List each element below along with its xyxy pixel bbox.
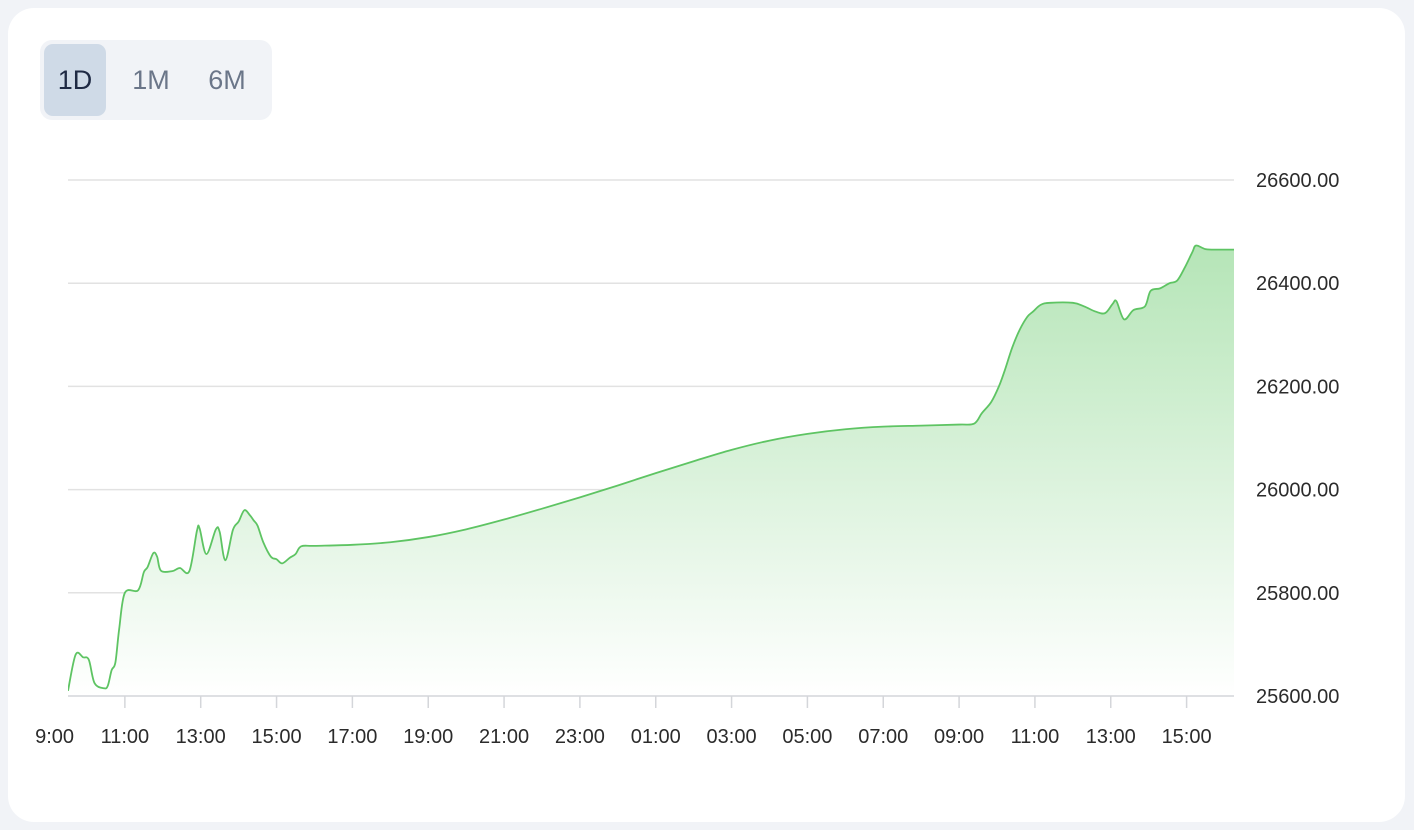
x-tick-label: 07:00 <box>858 726 908 748</box>
x-tick-label: 05:00 <box>782 726 832 748</box>
x-tick-label: 15:00 <box>252 726 302 748</box>
y-tick-label: 26200.00 <box>1256 376 1339 398</box>
x-tick-label: 01:00 <box>631 726 681 748</box>
x-tick-label: 09:00 <box>934 726 984 748</box>
plot-area <box>68 244 1234 696</box>
x-tick-label: 23:00 <box>555 726 605 748</box>
y-tick-label: 26400.00 <box>1256 273 1339 295</box>
x-axis-labels: 09:00 11:00 13:00 15:00 17:00 19:00 21:00 23:00… <box>24 726 1212 748</box>
x-tick-label: 11:00 <box>1011 726 1060 748</box>
y-tick-label: 25600.00 <box>1256 686 1339 708</box>
x-tick-label: 09:00 <box>24 726 74 748</box>
series-area <box>68 245 1234 696</box>
y-tick-label: 26000.00 <box>1256 480 1339 502</box>
range-selector: 1D 1M 6M <box>40 40 272 120</box>
y-tick-label: 25800.00 <box>1256 583 1339 605</box>
x-tick-label: 03:00 <box>707 726 757 748</box>
x-tick-label: 15:00 <box>1162 726 1212 748</box>
y-tick-label: 26600.00 <box>1256 170 1339 192</box>
y-axis-labels: 26600.00 26400.00 26200.00 26000.00 25800.00… <box>1256 170 1339 708</box>
x-tick-label: 21:00 <box>479 726 529 748</box>
x-tick-label: 13:00 <box>1086 726 1136 748</box>
range-button-6m[interactable]: 6M <box>196 44 258 116</box>
range-button-1m[interactable]: 1M <box>120 44 182 116</box>
series-line <box>68 244 1234 692</box>
range-button-1d[interactable]: 1D <box>44 44 106 116</box>
x-tick-label: 19:00 <box>403 726 453 748</box>
x-tick-label: 11:00 <box>101 726 150 748</box>
x-axis <box>68 695 1234 708</box>
x-tick-label: 13:00 <box>176 726 226 748</box>
x-tick-label: 17:00 <box>327 726 377 748</box>
